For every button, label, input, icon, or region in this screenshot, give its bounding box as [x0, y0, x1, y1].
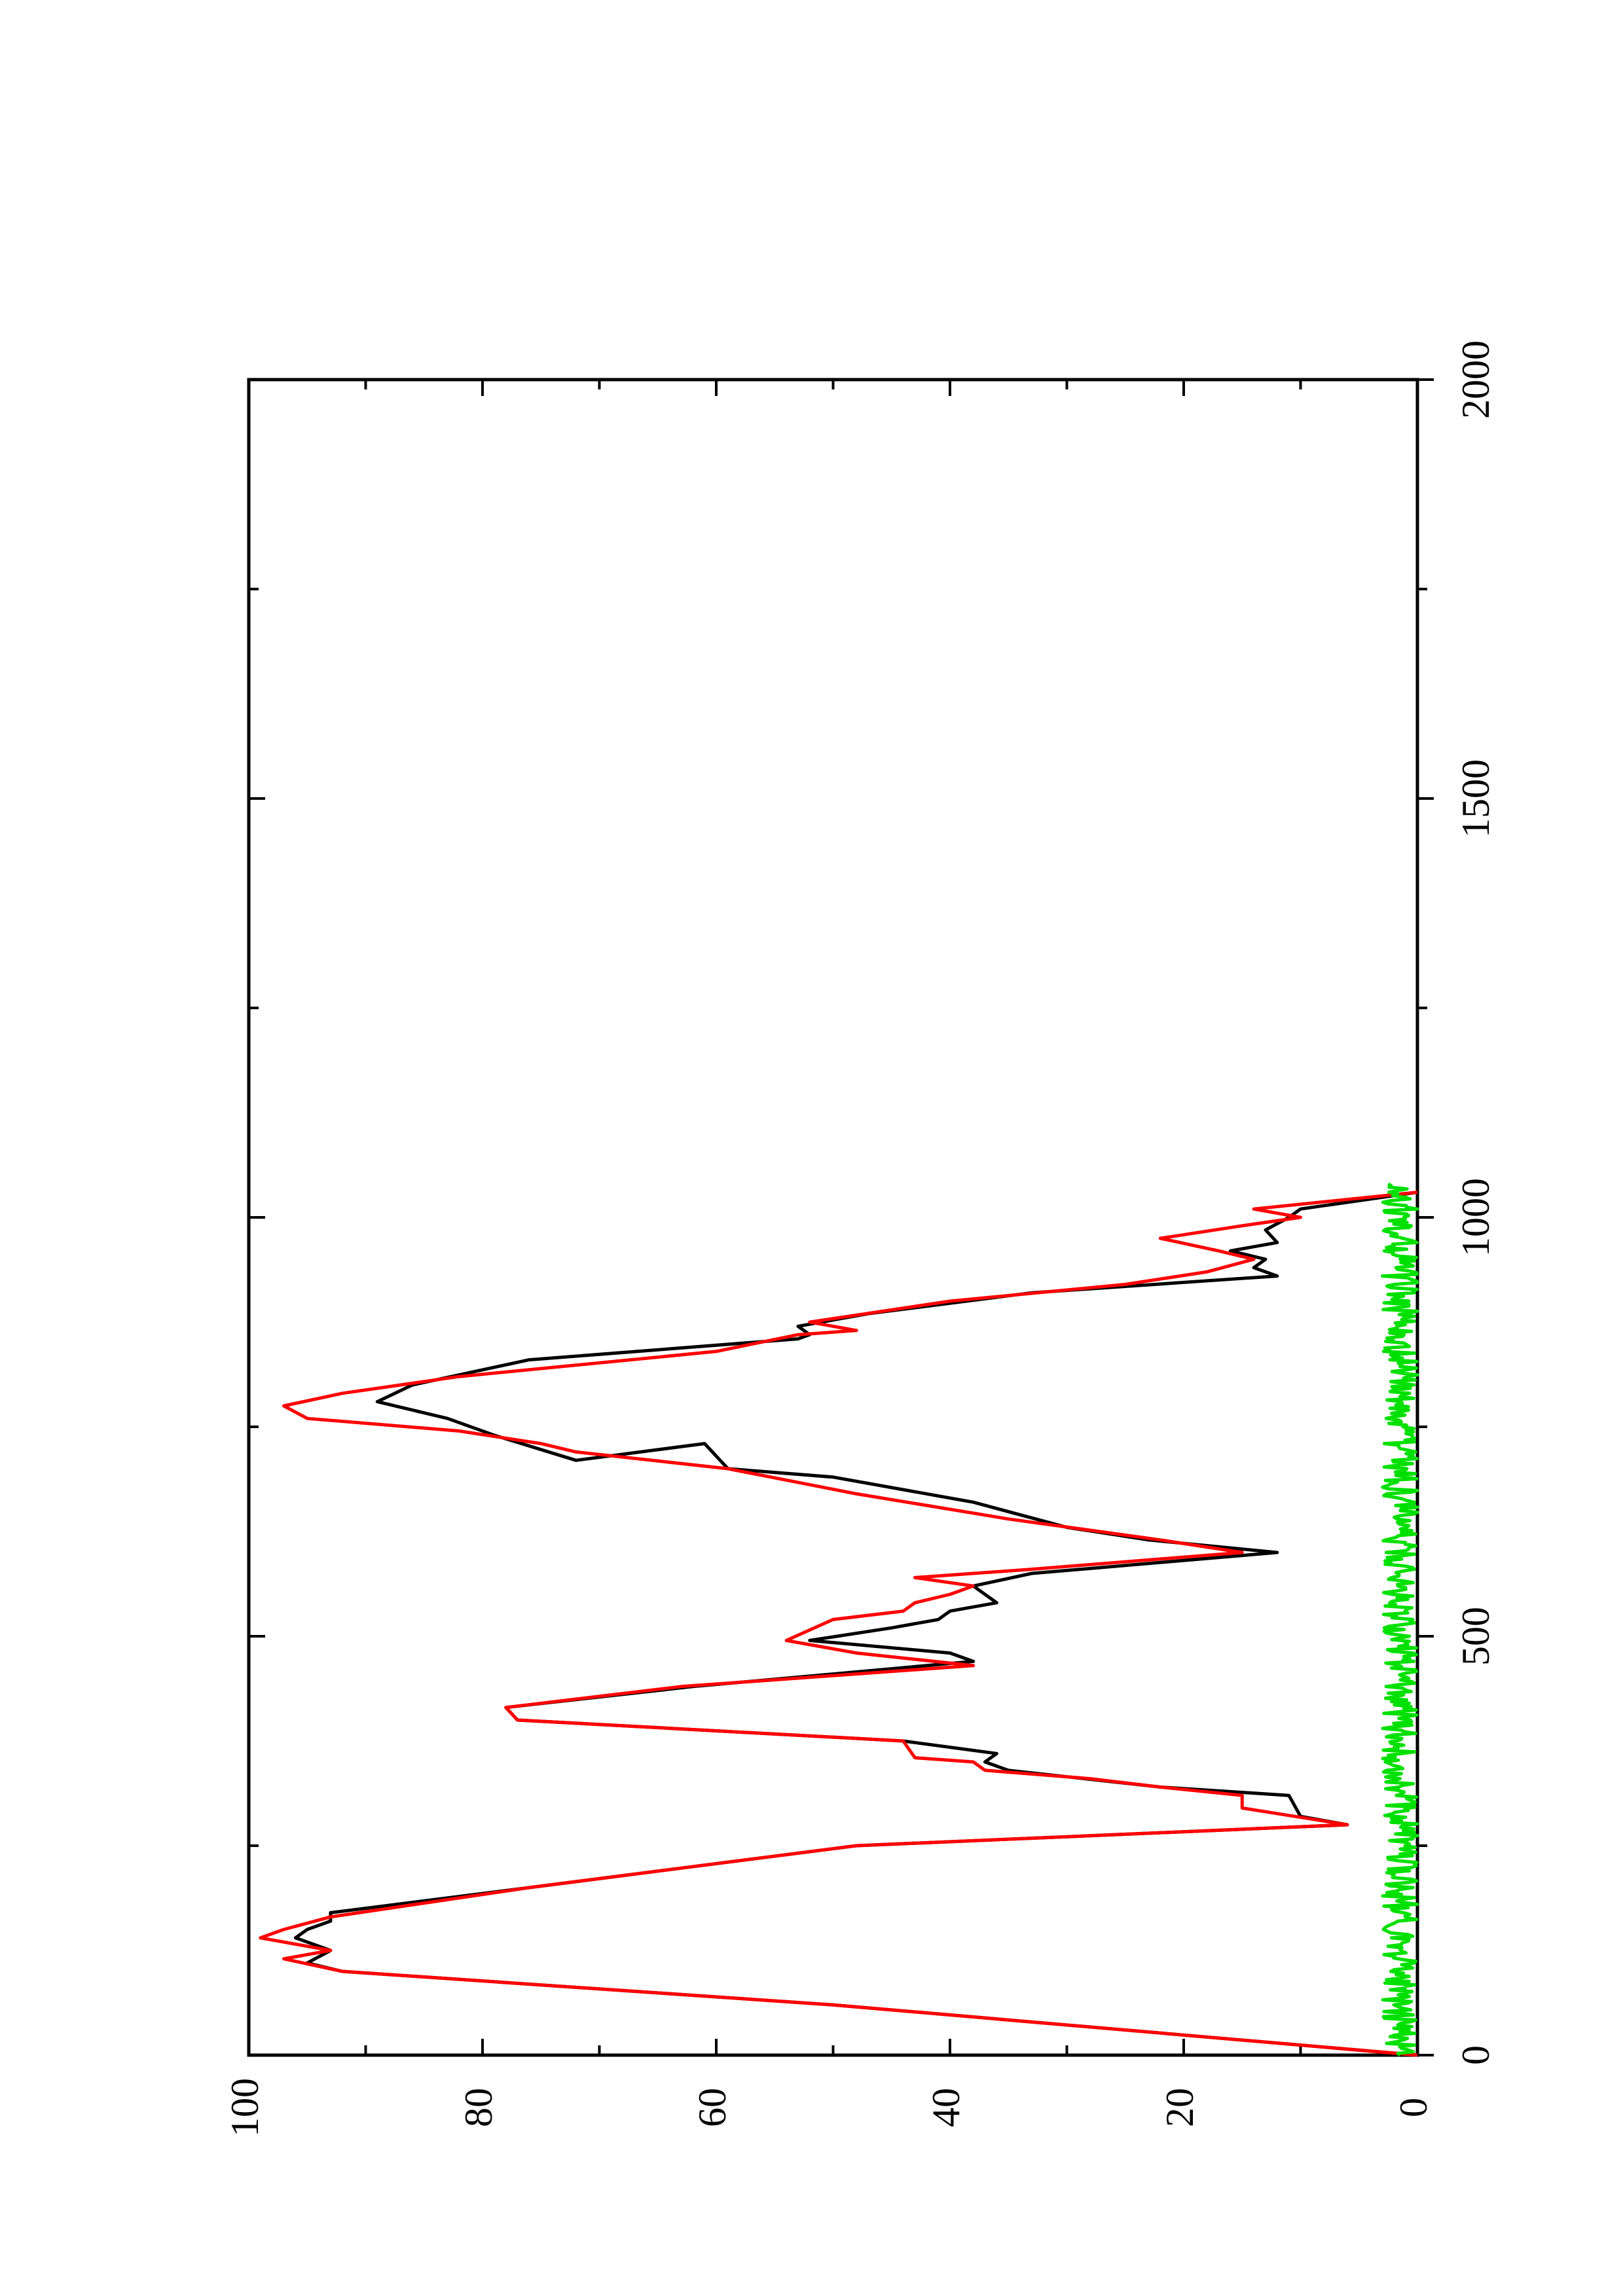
- x-tick-label: 500: [1454, 1607, 1497, 1666]
- series-group: [259, 1182, 1419, 2057]
- y-tick-label: 100: [223, 2078, 266, 2137]
- x-tick-label: 1500: [1454, 759, 1497, 838]
- x-tick-label: 1000: [1454, 1178, 1497, 1257]
- series-line-0: [293, 1191, 1418, 2057]
- series-line-1: [259, 1191, 1418, 2057]
- y-tick-label: 20: [1158, 2088, 1201, 2127]
- y-tick-label: 40: [924, 2088, 968, 2127]
- y-tick-label: 80: [457, 2088, 500, 2127]
- axis-ticks: [247, 378, 1434, 2056]
- x-tick-label: 0: [1454, 2045, 1497, 2065]
- y-tick-label: 60: [691, 2088, 734, 2127]
- y-tick-label: 0: [1392, 2098, 1435, 2117]
- axis-tick-labels: 0 500 1000 1500 2000 0 20 40 60 80 100: [223, 340, 1497, 2137]
- x-tick-label: 2000: [1454, 340, 1497, 419]
- series-line-2: [1381, 1182, 1419, 2057]
